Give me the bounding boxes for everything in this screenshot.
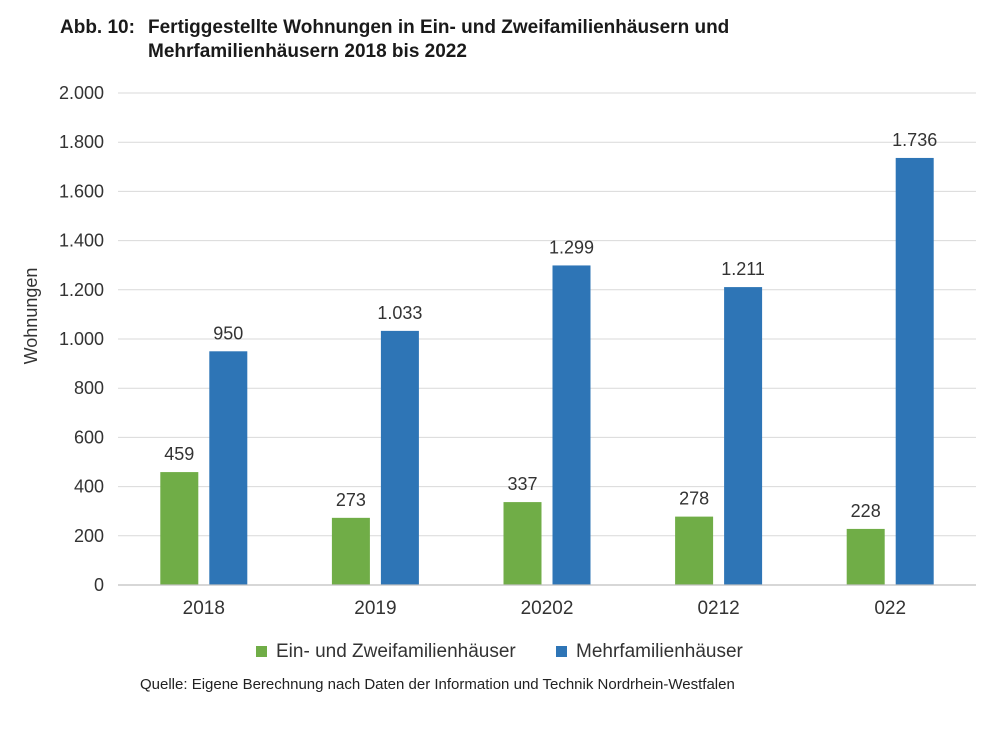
figure-title-prefix: Abb. 10:	[60, 17, 135, 38]
bar-mfh	[895, 157, 934, 585]
y-tick-label: 2.000	[59, 83, 104, 103]
bar-ezfh	[503, 502, 542, 585]
y-tick-label: 600	[74, 427, 104, 447]
bar-mfh	[724, 287, 763, 585]
y-tick-label: 1.200	[59, 280, 104, 300]
y-axis-label: Wohnungen	[21, 268, 41, 365]
bar-ezfh	[846, 528, 885, 585]
x-tick-label: 0212	[697, 598, 739, 619]
data-label: 337	[507, 474, 537, 494]
figure-title-text: Fertiggestellte Wohnungen in Ein- und Zw…	[148, 17, 730, 62]
y-tick-label: 1.400	[59, 231, 104, 251]
data-label: 1.299	[549, 237, 594, 257]
y-tick-label: 1.600	[59, 181, 104, 201]
y-tick-label: 800	[74, 378, 104, 398]
legend-label: Ein- und Zweifamilienhäuser	[276, 641, 516, 662]
data-label: 273	[336, 490, 366, 510]
bar-mfh	[552, 265, 591, 585]
data-label: 459	[164, 444, 194, 464]
data-label: 278	[679, 489, 709, 509]
x-tick-label: 022	[874, 598, 906, 619]
y-tick-label: 1.000	[59, 329, 104, 349]
data-label: 228	[851, 501, 881, 521]
y-tick-label: 1.800	[59, 132, 104, 152]
y-tick-label: 400	[74, 477, 104, 497]
y-tick-label: 0	[94, 575, 104, 595]
data-label: 1.736	[892, 130, 937, 150]
data-label: 950	[213, 323, 243, 343]
bar-ezfh	[160, 472, 199, 585]
y-tick-label: 200	[74, 526, 104, 546]
x-tick-label: 2018	[183, 598, 225, 619]
source-note: Quelle: Eigene Berechnung nach Daten der…	[140, 676, 735, 693]
legend-swatch	[556, 646, 567, 657]
bar-ezfh	[331, 517, 370, 585]
bar-mfh	[380, 330, 419, 585]
data-label: 1.211	[721, 259, 765, 279]
data-label: 1.033	[377, 303, 422, 323]
legend-swatch	[256, 646, 267, 657]
x-tick-label: 20202	[521, 598, 574, 619]
bar-ezfh	[675, 516, 714, 585]
legend-label: Mehrfamilienhäuser	[576, 641, 744, 662]
bar-mfh	[209, 351, 248, 585]
x-tick-label: 2019	[354, 598, 396, 619]
